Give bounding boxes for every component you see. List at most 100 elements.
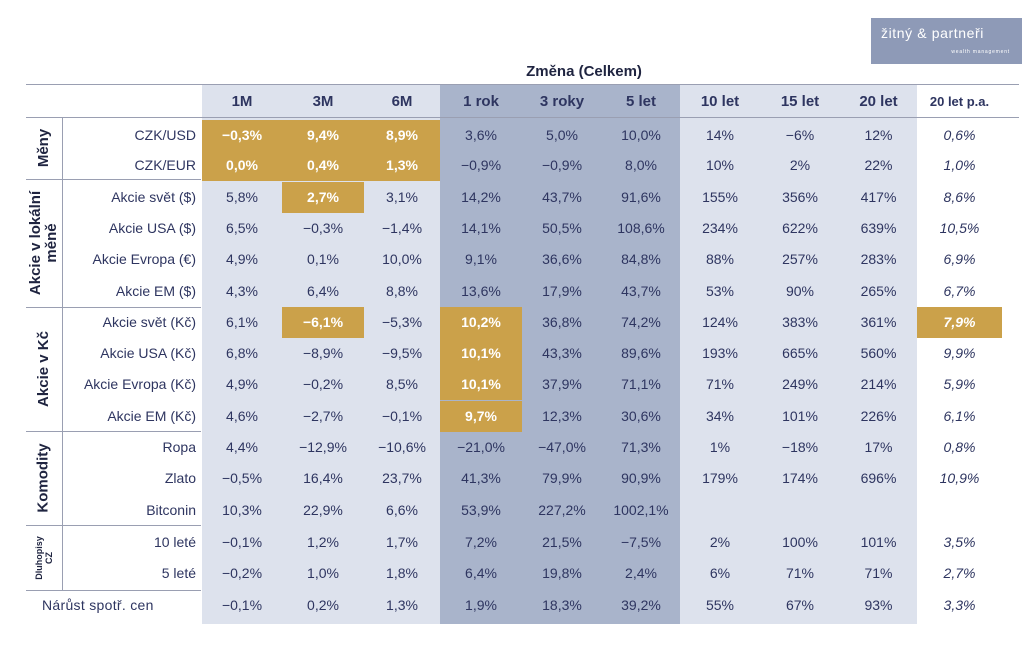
- column-header: 10 let: [700, 93, 740, 110]
- table-cell: 12%: [864, 127, 893, 143]
- table-cell: −2,7%: [302, 408, 344, 424]
- table-cell: 53%: [705, 283, 735, 299]
- column-header: 20 let p.a.: [929, 94, 990, 109]
- brand-tagline: wealth management: [951, 49, 1010, 55]
- table-cell: 2,4%: [625, 565, 657, 581]
- highlight-cell: [202, 150, 282, 181]
- row-label: Akcie Evropa (€): [92, 251, 196, 267]
- table-cell: 90,9%: [621, 470, 661, 486]
- table-cell: 71,1%: [621, 376, 661, 392]
- table-cell: 19,8%: [542, 565, 582, 581]
- column-header: 1M: [231, 93, 253, 110]
- highlight-cell: [440, 338, 522, 369]
- table-cell: 1%: [709, 439, 731, 455]
- table-cell: [840, 495, 917, 525]
- table-cell: 155%: [702, 189, 738, 205]
- table-cell: 10,9%: [939, 470, 980, 486]
- table-cell: 4,4%: [226, 439, 258, 455]
- table-cell: 283%: [860, 251, 897, 267]
- table-cell: −0,9%: [460, 157, 502, 173]
- table-cell: 2%: [789, 157, 811, 173]
- group-label-text: Akcie v Kč: [35, 331, 53, 407]
- group-separator: [26, 525, 201, 526]
- table-cell: 16,4%: [303, 470, 343, 486]
- table-cell: 8,8%: [386, 283, 418, 299]
- table-cell: 88%: [705, 251, 735, 267]
- table-cell: 71,3%: [621, 439, 661, 455]
- table-cell: 10,1%: [461, 345, 501, 361]
- row-label-footer: Nárůst spotř. cen: [42, 597, 154, 613]
- table-cell: 124%: [702, 314, 738, 330]
- table-cell: 6,8%: [226, 345, 258, 361]
- table-cell: 7,2%: [465, 534, 497, 550]
- table-cell: 6,4%: [307, 283, 339, 299]
- table-cell: 36,6%: [542, 251, 582, 267]
- column-header: 3 roky: [539, 93, 585, 110]
- group-separator: [26, 179, 201, 180]
- table-cell: 9,1%: [465, 251, 497, 267]
- table-cell: 0,0%: [226, 157, 258, 173]
- table-cell: 193%: [702, 345, 738, 361]
- table-cell: 10,3%: [222, 502, 262, 518]
- group-separator: [26, 307, 201, 308]
- table-cell: 14,1%: [461, 220, 501, 236]
- table-cell: 17%: [864, 439, 893, 455]
- highlight-cell: [202, 120, 282, 151]
- column-header: 15 let: [780, 93, 820, 110]
- table-cell: −1,4%: [381, 220, 423, 236]
- table-cell: 227,2%: [538, 502, 586, 518]
- table-cell: 1,2%: [307, 534, 339, 550]
- table-cell: 10,2%: [461, 314, 501, 330]
- table-cell: 417%: [860, 189, 897, 205]
- table-cell: 622%: [782, 220, 818, 236]
- column-header: 6M: [391, 93, 413, 110]
- table-cell: 34%: [705, 408, 735, 424]
- table-cell: −6,1%: [302, 314, 344, 330]
- table-cell: 1002,1%: [613, 502, 669, 518]
- group-label-text: Akcie v lokální měně: [27, 190, 60, 296]
- row-label: Ropa: [162, 439, 196, 455]
- table-cell: −0,3%: [302, 220, 344, 236]
- table-cell: 4,9%: [226, 251, 258, 267]
- table-cell: 39,2%: [621, 597, 661, 613]
- footer-separator: [26, 590, 201, 591]
- table-cell: 6,7%: [943, 283, 976, 299]
- brand-name: žitný & partneři: [881, 25, 984, 41]
- table-cell: 17,9%: [542, 283, 582, 299]
- row-label: Akcie EM (Kč): [107, 408, 196, 424]
- table-cell: 101%: [860, 534, 897, 550]
- row-label: Akcie USA ($): [108, 220, 196, 236]
- table-cell: 4,3%: [226, 283, 258, 299]
- table-cell: 639%: [860, 220, 897, 236]
- table-cell: 257%: [782, 251, 818, 267]
- table-cell: [680, 495, 760, 525]
- table-cell: 1,7%: [386, 534, 418, 550]
- row-label: 10 leté: [153, 534, 196, 550]
- table-cell: 67%: [785, 597, 815, 613]
- row-label: CZK/EUR: [134, 157, 196, 173]
- row-label: 5 leté: [161, 565, 196, 581]
- table-cell: −7,5%: [620, 534, 662, 550]
- table-cell: 108,6%: [617, 220, 665, 236]
- table-cell: 93%: [864, 597, 893, 613]
- column-band-long-term: [680, 84, 917, 624]
- table-cell: 43,7%: [621, 283, 661, 299]
- row-label: Bitconin: [146, 502, 196, 518]
- highlight-cell: [282, 307, 364, 338]
- table-cell: 10,0%: [382, 251, 422, 267]
- table-cell: 9,4%: [307, 127, 339, 143]
- row-label: Zlato: [164, 470, 196, 486]
- table-cell: −6%: [785, 127, 815, 143]
- table-cell: 5,9%: [943, 376, 976, 392]
- highlight-cell: [440, 401, 522, 432]
- table-cell: 3,5%: [943, 534, 976, 550]
- table-cell: 6,5%: [226, 220, 258, 236]
- table-cell: [760, 495, 840, 525]
- table-cell: 5,8%: [226, 189, 258, 205]
- table-cell: −0,5%: [221, 470, 263, 486]
- table-cell: 1,9%: [465, 597, 497, 613]
- table-cell: −0,1%: [221, 534, 263, 550]
- table-cell: 179%: [702, 470, 738, 486]
- table-cell: 91,6%: [621, 189, 661, 205]
- group-separator: [26, 431, 201, 432]
